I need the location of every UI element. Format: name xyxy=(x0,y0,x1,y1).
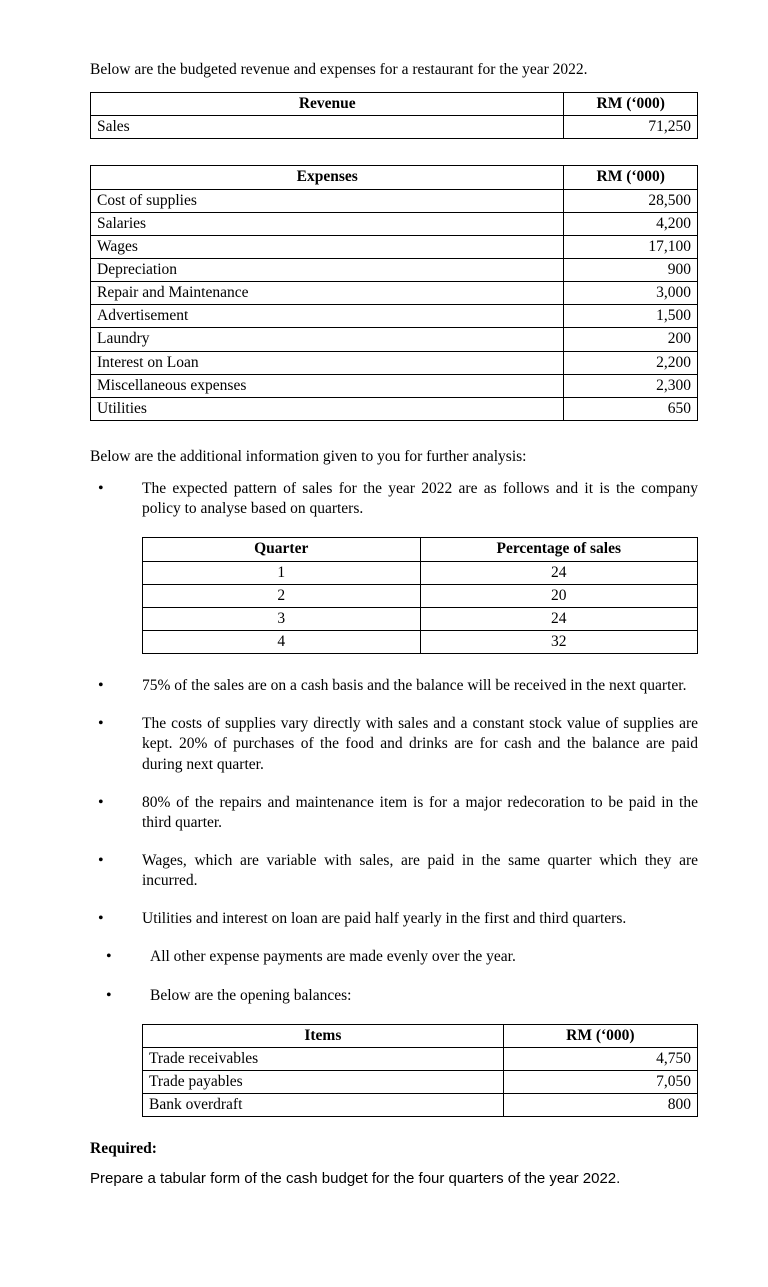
bullet-item: All other expense payments are made even… xyxy=(90,947,698,967)
row-label: Wages xyxy=(91,235,564,258)
bullet-item: The costs of supplies vary directly with… xyxy=(90,714,698,774)
row-value: 3,000 xyxy=(564,282,698,305)
opening-header-right: RM (‘000) xyxy=(503,1024,697,1047)
revenue-header-left: Revenue xyxy=(91,93,564,116)
row-value: 800 xyxy=(503,1094,697,1117)
quarter-percentage: 32 xyxy=(420,630,698,653)
bullet-item: 80% of the repairs and maintenance item … xyxy=(90,793,698,833)
table-row: Depreciation900 xyxy=(91,258,698,281)
quarter-number: 1 xyxy=(143,561,421,584)
table-row: Wages17,100 xyxy=(91,235,698,258)
row-label: Bank overdraft xyxy=(143,1094,504,1117)
table-row: Cost of supplies28,500 xyxy=(91,189,698,212)
bullet-list-1: The expected pattern of sales for the ye… xyxy=(90,479,698,519)
quarters-header-left: Quarter xyxy=(143,538,421,561)
row-value: 4,200 xyxy=(564,212,698,235)
opening-header-left: Items xyxy=(143,1024,504,1047)
bullet-item: Utilities and interest on loan are paid … xyxy=(90,909,698,929)
table-header-row: Revenue RM (‘000) xyxy=(91,93,698,116)
bullet-item: Below are the opening balances: xyxy=(90,986,698,1006)
document-page: Below are the budgeted revenue and expen… xyxy=(0,0,768,1241)
table-header-row: Items RM (‘000) xyxy=(143,1024,698,1047)
row-label: Repair and Maintenance xyxy=(91,282,564,305)
row-value: 17,100 xyxy=(564,235,698,258)
bullet-item: 75% of the sales are on a cash basis and… xyxy=(90,676,698,696)
quarter-percentage: 24 xyxy=(420,561,698,584)
quarters-table: Quarter Percentage of sales 124220324432 xyxy=(142,537,698,654)
table-row: Trade receivables4,750 xyxy=(143,1047,698,1070)
row-value: 1,500 xyxy=(564,305,698,328)
row-value: 900 xyxy=(564,258,698,281)
row-label: Salaries xyxy=(91,212,564,235)
row-value: 200 xyxy=(564,328,698,351)
row-label: Advertisement xyxy=(91,305,564,328)
table-row: Advertisement1,500 xyxy=(91,305,698,328)
row-value: 7,050 xyxy=(503,1070,697,1093)
table-row: 124 xyxy=(143,561,698,584)
quarters-table-wrap: Quarter Percentage of sales 124220324432 xyxy=(90,537,698,654)
opening-table-wrap: Items RM (‘000) Trade receivables4,750Tr… xyxy=(90,1024,698,1118)
quarter-percentage: 20 xyxy=(420,584,698,607)
table-row: Utilities650 xyxy=(91,397,698,420)
expenses-table: Expenses RM (‘000) Cost of supplies28,50… xyxy=(90,165,698,421)
bullet-list-2: 75% of the sales are on a cash basis and… xyxy=(90,676,698,929)
quarter-number: 3 xyxy=(143,607,421,630)
bullet-list-3: All other expense payments are made even… xyxy=(90,947,698,1005)
table-row: 220 xyxy=(143,584,698,607)
table-row: Interest on Loan2,200 xyxy=(91,351,698,374)
revenue-table: Revenue RM (‘000) Sales71,250 xyxy=(90,92,698,139)
table-row: Repair and Maintenance3,000 xyxy=(91,282,698,305)
row-value: 650 xyxy=(564,397,698,420)
table-header-row: Expenses RM (‘000) xyxy=(91,166,698,189)
row-label: Depreciation xyxy=(91,258,564,281)
row-value: 2,200 xyxy=(564,351,698,374)
row-label: Miscellaneous expenses xyxy=(91,374,564,397)
table-row: Laundry200 xyxy=(91,328,698,351)
table-row: Trade payables7,050 xyxy=(143,1070,698,1093)
row-label: Utilities xyxy=(91,397,564,420)
expenses-header-right: RM (‘000) xyxy=(564,166,698,189)
required-text: Prepare a tabular form of the cash budge… xyxy=(90,1169,698,1189)
row-label: Sales xyxy=(91,116,564,139)
opening-balances-table: Items RM (‘000) Trade receivables4,750Tr… xyxy=(142,1024,698,1118)
bullet-item: The expected pattern of sales for the ye… xyxy=(90,479,698,519)
row-label: Interest on Loan xyxy=(91,351,564,374)
table-row: 432 xyxy=(143,630,698,653)
row-value: 28,500 xyxy=(564,189,698,212)
quarter-percentage: 24 xyxy=(420,607,698,630)
table-header-row: Quarter Percentage of sales xyxy=(143,538,698,561)
table-row: Salaries4,200 xyxy=(91,212,698,235)
table-row: Bank overdraft800 xyxy=(143,1094,698,1117)
table-row: 324 xyxy=(143,607,698,630)
row-value: 71,250 xyxy=(564,116,698,139)
table-row: Miscellaneous expenses2,300 xyxy=(91,374,698,397)
quarter-number: 4 xyxy=(143,630,421,653)
intro-paragraph: Below are the budgeted revenue and expen… xyxy=(90,60,698,80)
quarter-number: 2 xyxy=(143,584,421,607)
revenue-header-right: RM (‘000) xyxy=(564,93,698,116)
row-label: Trade payables xyxy=(143,1070,504,1093)
row-value: 2,300 xyxy=(564,374,698,397)
expenses-header-left: Expenses xyxy=(91,166,564,189)
row-label: Laundry xyxy=(91,328,564,351)
required-heading: Required: xyxy=(90,1139,698,1159)
row-label: Cost of supplies xyxy=(91,189,564,212)
row-label: Trade receivables xyxy=(143,1047,504,1070)
bullet-item: Wages, which are variable with sales, ar… xyxy=(90,851,698,891)
quarters-header-right: Percentage of sales xyxy=(420,538,698,561)
row-value: 4,750 xyxy=(503,1047,697,1070)
additional-info-intro: Below are the additional information giv… xyxy=(90,447,698,467)
table-row: Sales71,250 xyxy=(91,116,698,139)
